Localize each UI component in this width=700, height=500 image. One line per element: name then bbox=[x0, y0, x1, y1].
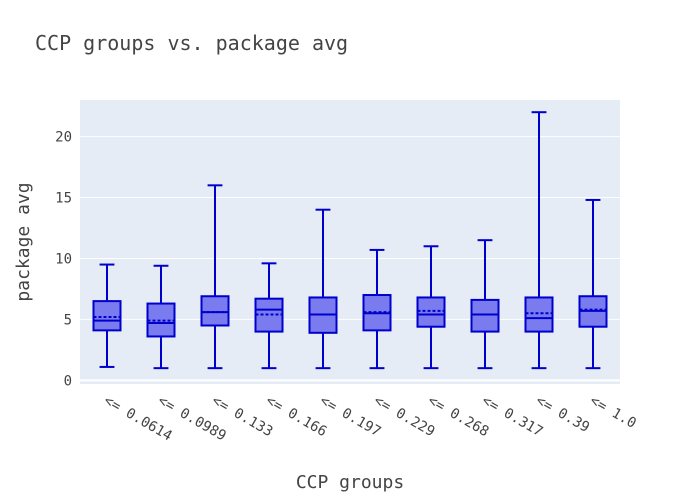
y-tick-label: 0 bbox=[64, 373, 72, 389]
box-9 bbox=[524, 111, 554, 370]
iqr-box bbox=[200, 295, 230, 327]
box-5 bbox=[308, 208, 338, 370]
iqr-box bbox=[416, 296, 446, 328]
boxes bbox=[92, 111, 608, 370]
y-tick-label: 10 bbox=[55, 251, 72, 267]
y-tick-label: 5 bbox=[64, 312, 72, 328]
box-10 bbox=[578, 198, 608, 370]
chart-title: CCP groups vs. package avg bbox=[35, 31, 348, 55]
grid-lines bbox=[80, 136, 620, 382]
box-4 bbox=[254, 262, 284, 370]
iqr-box bbox=[470, 298, 500, 333]
y-axis-ticks: 0 5 10 15 20 bbox=[55, 130, 72, 390]
box-2 bbox=[146, 264, 176, 370]
y-tick-label: 15 bbox=[55, 191, 72, 207]
iqr-box bbox=[92, 300, 122, 332]
y-axis-title: package avg bbox=[13, 182, 34, 301]
box-7 bbox=[416, 245, 446, 370]
box-6 bbox=[362, 248, 392, 370]
iqr-box bbox=[524, 296, 554, 333]
box-1 bbox=[92, 263, 122, 368]
box-8 bbox=[470, 239, 500, 370]
x-axis-title: CCP groups bbox=[296, 472, 404, 493]
y-tick-label: 20 bbox=[55, 130, 72, 146]
box-3 bbox=[200, 184, 230, 370]
